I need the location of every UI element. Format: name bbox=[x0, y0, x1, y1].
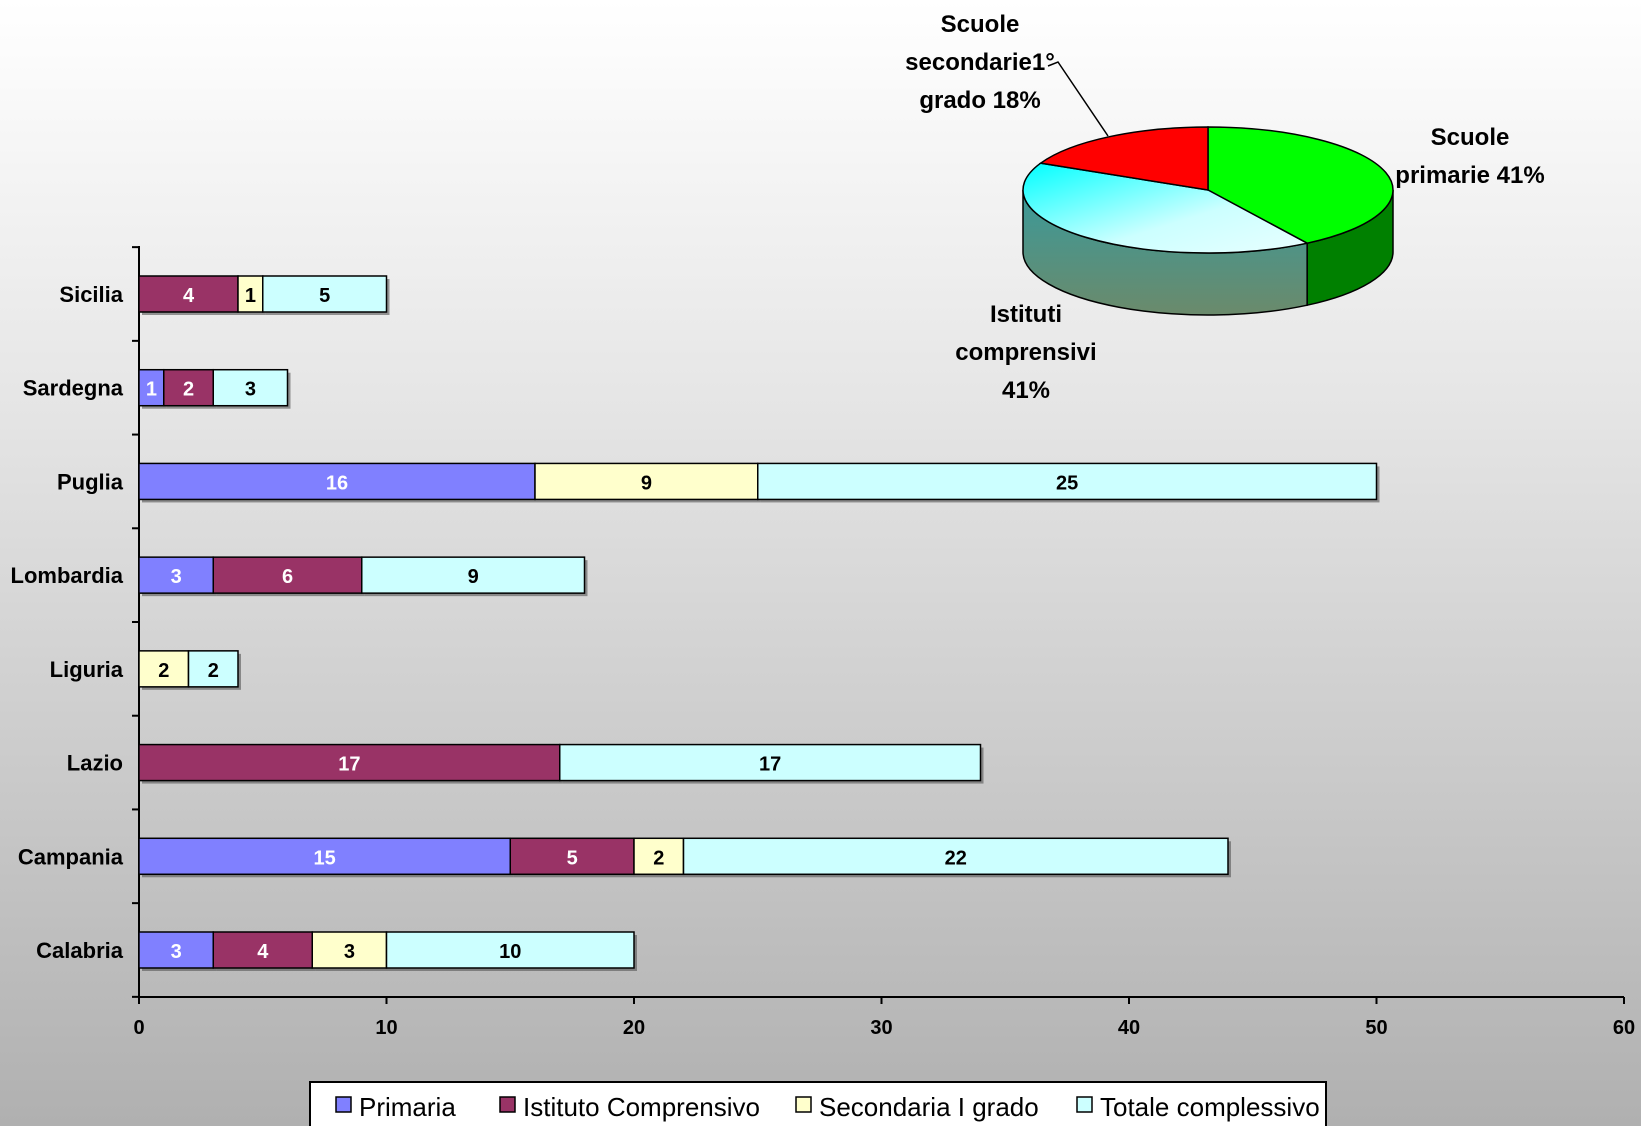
bar-segment-istituto-comprensivo bbox=[212, 556, 363, 594]
y-category-label: Calabria bbox=[36, 938, 124, 963]
data-label: 15 bbox=[314, 847, 336, 869]
x-tick-label: 60 bbox=[1613, 1017, 1635, 1039]
bar-segment-istituto-comprensivo bbox=[138, 743, 561, 782]
x-tick-label: 10 bbox=[375, 1017, 397, 1039]
legend-swatch bbox=[335, 1096, 352, 1113]
pie-chart: Scuole primarie 41% Istituti comprensivi 41%… bbox=[905, 11, 1545, 404]
data-label: 9 bbox=[468, 566, 479, 588]
pie-slice-label: comprensivi bbox=[955, 339, 1096, 366]
data-label: 3 bbox=[344, 941, 355, 963]
legend-label: Primaria bbox=[359, 1092, 456, 1122]
pie-leader-line bbox=[1047, 61, 1109, 137]
data-label: 16 bbox=[326, 472, 348, 494]
data-label: 2 bbox=[208, 660, 219, 682]
y-category-label: Sardegna bbox=[23, 376, 124, 401]
legend-swatch bbox=[1076, 1096, 1093, 1113]
legend-label: Totale complessivo bbox=[1100, 1092, 1320, 1122]
bar-segment-totale-complessivo bbox=[361, 556, 586, 594]
data-label: 2 bbox=[653, 847, 664, 869]
data-label: 2 bbox=[158, 660, 169, 682]
x-tick-label: 50 bbox=[1365, 1017, 1387, 1039]
data-label: 17 bbox=[338, 754, 360, 776]
data-label: 25 bbox=[1056, 472, 1078, 494]
x-tick-label: 30 bbox=[870, 1017, 892, 1039]
y-category-label: Lombardia bbox=[11, 563, 124, 588]
bar-segment-totale-complessivo bbox=[385, 931, 635, 969]
y-category-label: Puglia bbox=[57, 469, 124, 494]
y-category-label: Campania bbox=[18, 844, 124, 869]
data-label: 4 bbox=[257, 941, 269, 963]
data-label: 4 bbox=[183, 285, 195, 307]
bar-segment-primaria bbox=[138, 462, 536, 501]
bar-segment-totale-complessivo bbox=[682, 837, 1229, 876]
legend-label: Istituto Comprensivo bbox=[523, 1092, 760, 1122]
pie-slice-label: Scuole bbox=[1431, 124, 1510, 151]
bar-segment-istituto-comprensivo bbox=[163, 368, 214, 407]
x-tick-label: 0 bbox=[133, 1017, 144, 1039]
bar-segment-secondaria-i-grado bbox=[633, 837, 685, 876]
data-label: 1 bbox=[146, 379, 157, 401]
bar-segment-secondaria-i-grado bbox=[138, 650, 190, 688]
data-label: 1 bbox=[245, 285, 256, 307]
bar-segment-totale-complessivo bbox=[559, 743, 982, 782]
y-category-label: Lazio bbox=[67, 751, 123, 776]
legend-box bbox=[309, 1081, 1327, 1126]
y-category-label: Liguria bbox=[50, 657, 124, 682]
bar-segment-totale-complessivo bbox=[187, 650, 239, 688]
data-label: 3 bbox=[171, 566, 182, 588]
bar-segment-istituto-comprensivo bbox=[212, 931, 313, 969]
x-tick-label: 40 bbox=[1118, 1017, 1140, 1039]
x-tick-label: 20 bbox=[623, 1017, 645, 1039]
pie-slice bbox=[1038, 126, 1209, 191]
chart-legend: Primaria Istituto Comprensivo Secondaria I… bbox=[309, 1081, 1327, 1126]
pie-slice-label: Scuole bbox=[941, 11, 1020, 38]
data-label: 5 bbox=[567, 847, 578, 869]
data-label: 22 bbox=[945, 847, 967, 869]
pie-slice-label: primarie 41% bbox=[1395, 162, 1544, 189]
data-label: 17 bbox=[759, 754, 781, 776]
data-label: 6 bbox=[282, 566, 293, 588]
bar-segment-totale-complessivo bbox=[212, 368, 289, 407]
data-label: 9 bbox=[641, 472, 652, 494]
y-category-label: Sicilia bbox=[59, 282, 123, 307]
bar-segment-primaria bbox=[138, 837, 511, 876]
bar-segment-istituto-comprensivo bbox=[138, 275, 239, 313]
bar-segment-primaria bbox=[138, 556, 214, 594]
data-label: 2 bbox=[183, 379, 194, 401]
pie-slice-label: Istituti bbox=[990, 301, 1062, 328]
data-label: 10 bbox=[499, 941, 521, 963]
pie-slice-label: secondarie1° bbox=[905, 49, 1055, 76]
bar-segment-totale-complessivo bbox=[757, 462, 1378, 501]
data-label: 3 bbox=[245, 379, 256, 401]
bar-segment-secondaria-i-grado bbox=[311, 931, 388, 969]
legend-swatch bbox=[499, 1096, 516, 1113]
pie-slice-label: grado 18% bbox=[919, 87, 1040, 114]
legend-swatch bbox=[795, 1096, 812, 1113]
legend-label: Secondaria I grado bbox=[819, 1092, 1039, 1122]
bar-segment-totale-complessivo bbox=[262, 275, 388, 313]
data-label: 5 bbox=[319, 285, 330, 307]
data-label: 3 bbox=[171, 941, 182, 963]
pie-slice bbox=[1022, 162, 1310, 254]
pie-slice-label: 41% bbox=[1002, 377, 1050, 404]
